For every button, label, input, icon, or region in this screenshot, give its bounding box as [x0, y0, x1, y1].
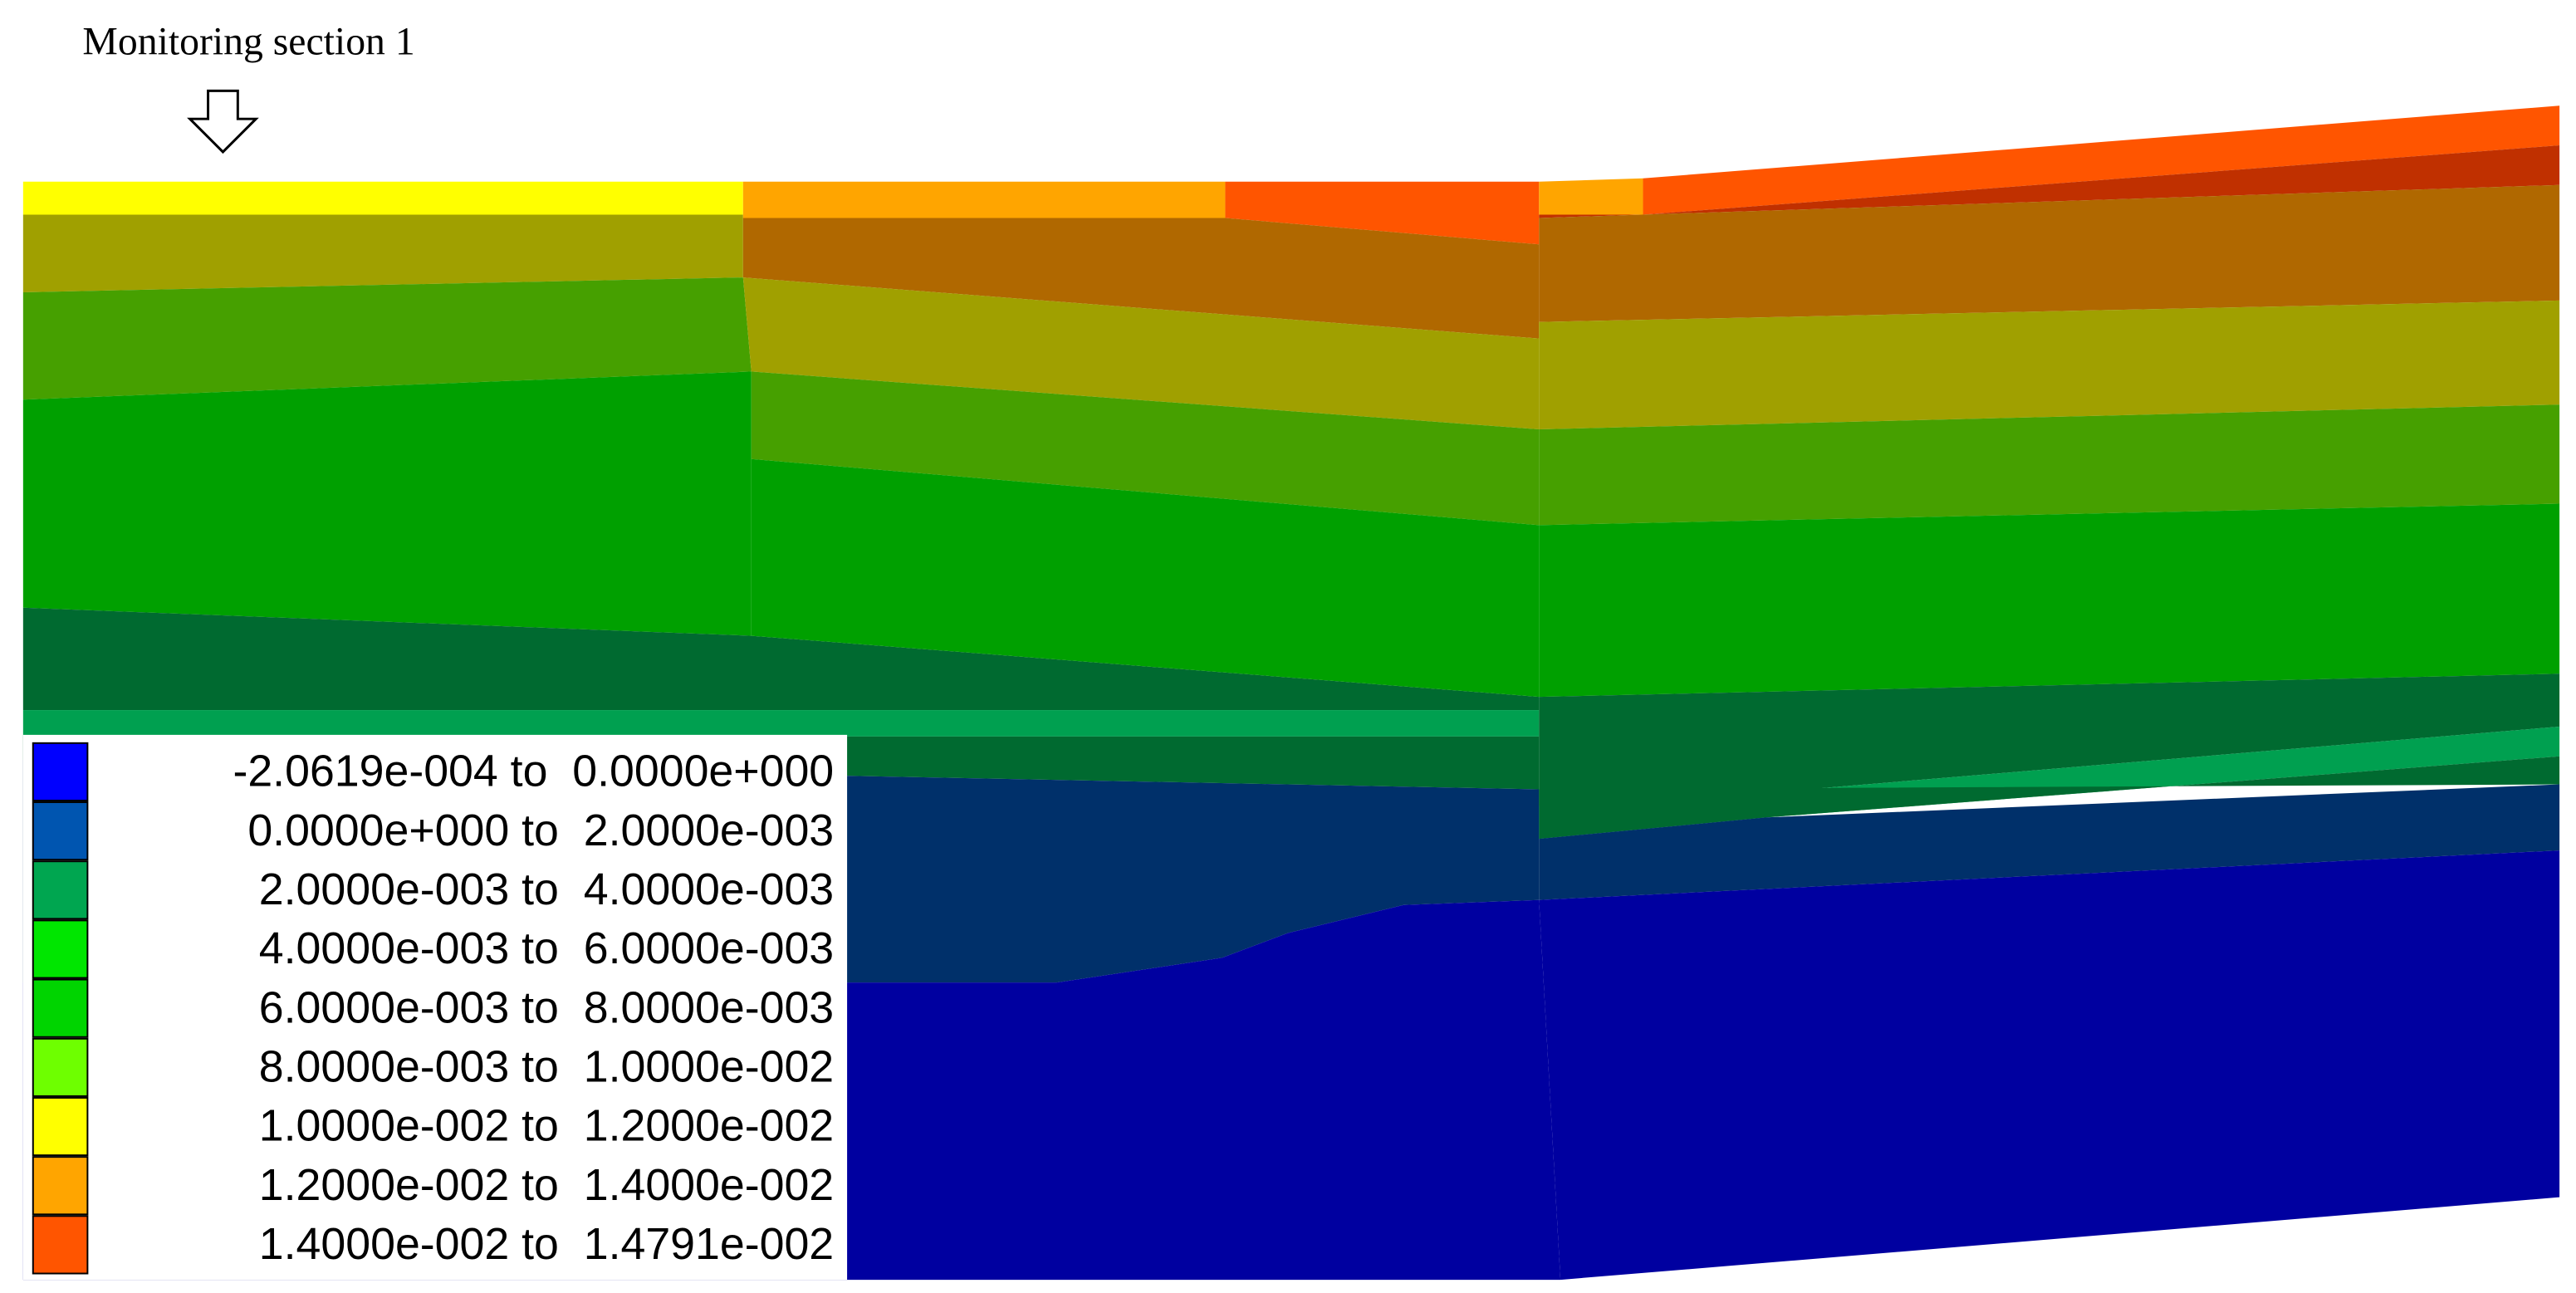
zone [22, 277, 752, 400]
zone [22, 214, 743, 292]
zone [22, 607, 1540, 711]
legend-label: 6.0000e-003 to 8.0000e-003 [259, 982, 834, 1032]
zone [22, 371, 752, 636]
legend-label: 1.2000e-002 to 1.4000e-002 [259, 1160, 834, 1210]
legend-box [22, 734, 848, 1281]
legend: -2.0619e-004 to 0.0000e+000 0.0000e+000 t… [22, 734, 848, 1281]
zone [1539, 850, 2560, 1281]
legend-swatch [32, 1096, 89, 1157]
legend-label: 4.0000e-003 to 6.0000e-003 [259, 923, 834, 973]
legend-label: 2.0000e-003 to 4.0000e-003 [259, 864, 834, 914]
zone [742, 181, 1226, 218]
zone [1225, 181, 1540, 245]
legend-swatch [32, 919, 89, 979]
legend-swatch [32, 1156, 89, 1216]
zone [742, 277, 1540, 430]
zone [1539, 784, 2560, 900]
zone [751, 458, 1540, 698]
legend-label: 0.0000e+000 to 2.0000e-003 [247, 806, 834, 855]
zone [1539, 673, 2560, 806]
annotation: Monitoring section 1 [82, 20, 414, 64]
zone [1539, 178, 1643, 215]
zone [1539, 300, 2560, 430]
legend-swatch [32, 742, 89, 802]
zone [751, 371, 1540, 526]
zone [1539, 756, 2560, 840]
zone [22, 710, 1540, 737]
legend-swatch [32, 860, 89, 920]
arrow [187, 89, 259, 154]
legend-swatch [32, 1215, 89, 1275]
zone [1539, 404, 2560, 526]
zone [742, 218, 1540, 339]
zone [1643, 105, 2560, 215]
legend-swatch [32, 978, 89, 1038]
zone [1539, 145, 2560, 218]
legend-label: 1.0000e-002 to 1.2000e-002 [259, 1101, 834, 1151]
legend-swatch [32, 801, 89, 861]
legend-label: -2.0619e-004 to 0.0000e+000 [233, 747, 834, 796]
legend-swatch [32, 1037, 89, 1097]
legend-label: 1.4000e-002 to 1.4791e-002 [259, 1219, 834, 1269]
zone [22, 181, 743, 215]
legend-label: 8.0000e-003 to 1.0000e-002 [259, 1042, 834, 1092]
zone [1539, 184, 2560, 322]
zone [1539, 503, 2560, 698]
